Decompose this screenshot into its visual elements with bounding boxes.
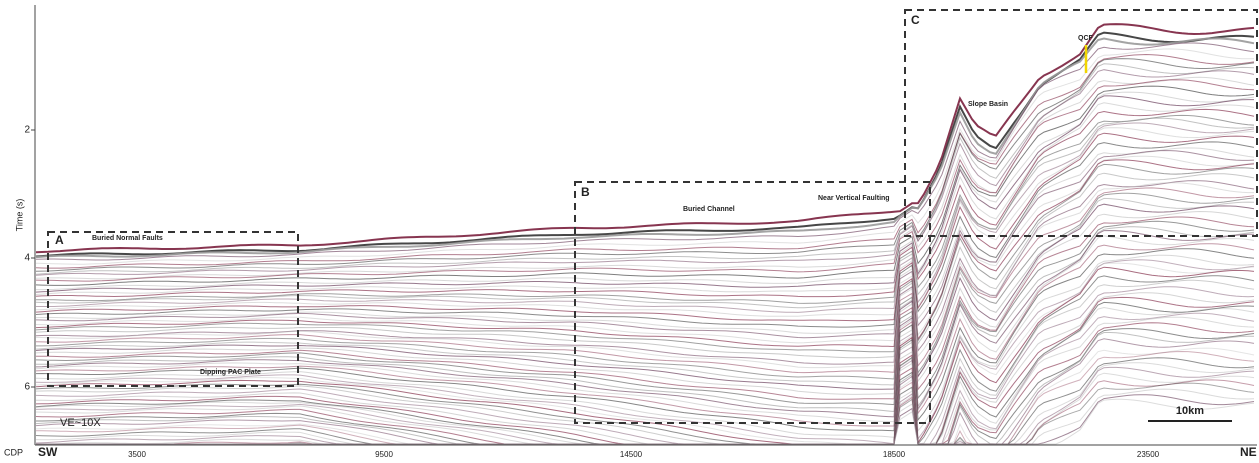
x-tick-label: 18500	[883, 450, 906, 459]
x-axis-end: NE	[1240, 445, 1257, 459]
annotation: Near Vertical Faulting	[818, 195, 890, 202]
scale-bar-label: 10km	[1176, 405, 1204, 417]
reflector	[36, 70, 1254, 276]
y-axis-label: Time (s)	[14, 199, 24, 232]
reflector	[36, 227, 1254, 412]
reflector	[36, 380, 1254, 444]
annotation: QCF	[1078, 35, 1094, 42]
seismic-figure: Time (s) 2 4 6 CDP SW NE 3500 9500 14500…	[0, 0, 1259, 463]
annotation: Buried Normal Faults	[92, 235, 163, 242]
y-tick-label: 2	[24, 125, 30, 136]
vertical-exaggeration: VE~10X	[60, 417, 101, 429]
reflector	[36, 24, 1254, 252]
x-tick-label: 3500	[128, 450, 146, 459]
x-axis-prefix: CDP	[4, 447, 23, 457]
reflector	[36, 43, 1254, 260]
reflector	[36, 55, 1254, 269]
annotation: Slope Basin	[968, 101, 1008, 108]
annotation: Dipping PAC Plate	[200, 369, 261, 376]
reflector	[36, 86, 1254, 285]
x-tick-label: 23500	[1137, 450, 1160, 459]
annotation: Buried Channel	[683, 206, 735, 213]
x-tick-label: 14500	[620, 450, 643, 459]
box-label: C	[911, 13, 920, 27]
reflector	[36, 148, 1254, 334]
reflector	[36, 128, 1254, 317]
seismic-section	[36, 24, 1254, 444]
x-axis-start: SW	[38, 445, 58, 459]
y-tick-label: 6	[24, 382, 30, 393]
box-label: B	[581, 185, 590, 199]
box-label: A	[55, 233, 64, 247]
x-tick-label: 9500	[375, 450, 393, 459]
reflector	[36, 96, 1254, 292]
y-tick-label: 4	[24, 253, 30, 264]
